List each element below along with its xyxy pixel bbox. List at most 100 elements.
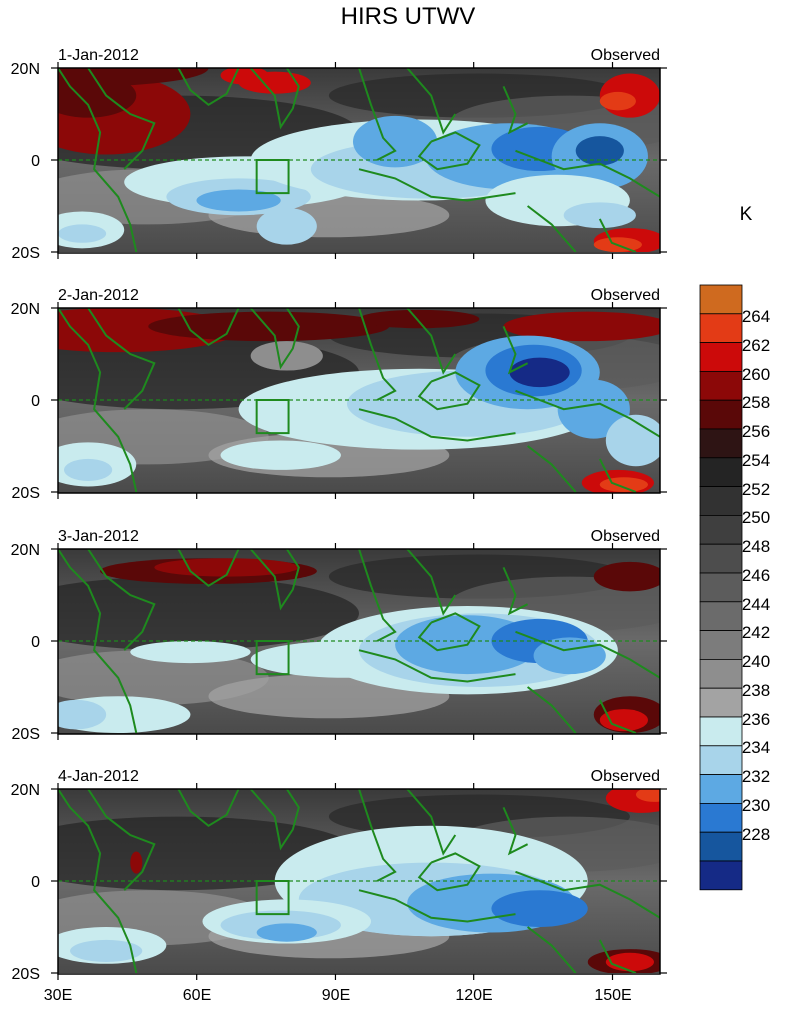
colorbar-swatch (699, 399, 743, 430)
coastline (358, 68, 397, 161)
coastline (58, 789, 138, 973)
coastline (358, 649, 516, 683)
figure-title: HIRS UTWV (341, 3, 476, 30)
colorbar-label: 264 (742, 307, 770, 326)
colorbar-swatch (699, 457, 743, 487)
coastline (177, 308, 240, 347)
contour-region (599, 709, 648, 732)
lat-tick-label: 20N (11, 301, 40, 318)
colorbar-label: 262 (742, 336, 770, 355)
map-panel: 4-Jan-2012 Observed 20N 0 20S (11, 768, 667, 983)
coastline (417, 852, 481, 892)
map-panel: 2-Jan-2012 Observed 20N 0 20S (11, 287, 667, 502)
coastline (526, 686, 577, 734)
colorbar-label: 258 (742, 393, 770, 412)
coastline (515, 149, 660, 198)
lat-tick-label: 20S (12, 966, 40, 983)
panel-date: 4-Jan-2012 (58, 768, 139, 785)
contour-region (509, 357, 570, 388)
contour-region (503, 311, 660, 342)
colorbar-label: 254 (742, 451, 770, 470)
coastline (87, 68, 156, 170)
map-field (58, 789, 660, 973)
region-box (255, 399, 290, 435)
colorbar-swatch (699, 774, 743, 804)
colorbar-label: 256 (742, 422, 770, 441)
contour-region (605, 952, 654, 972)
contour-region (575, 136, 624, 166)
coastline (406, 789, 457, 856)
colorbar-swatch (699, 370, 743, 401)
contour-region (557, 379, 630, 439)
colorbar-swatch (699, 572, 743, 603)
panel-label: Observed (591, 287, 660, 304)
coastline (502, 326, 529, 375)
coastline (406, 549, 457, 616)
lat-tick-label: 20S (12, 485, 40, 502)
colorbar-label: 232 (742, 767, 770, 786)
colorbar-swatch (699, 342, 743, 372)
coastline (358, 549, 397, 642)
coastline (58, 68, 138, 252)
lat-tick-label: 20S (12, 245, 40, 262)
contour-region (491, 890, 588, 927)
lat-tick-label: 20N (11, 61, 40, 78)
colorbar-swatch (699, 428, 743, 459)
coastline (598, 458, 637, 493)
coastline (358, 889, 516, 923)
colorbar-swatch (699, 284, 743, 315)
panel-label: Observed (591, 47, 660, 64)
lat-tick-label: 0 (31, 393, 40, 410)
colorbar: K 264 262 260 258 256 254 252 250 248 24… (699, 204, 770, 891)
colorbar-label: 240 (742, 652, 770, 671)
map-field (58, 549, 660, 734)
region-box (255, 640, 290, 676)
colorbar-label: 228 (742, 825, 770, 844)
contour-region (58, 699, 107, 730)
panel-label: Observed (591, 768, 660, 785)
contour-region (563, 202, 636, 229)
contour-region (250, 341, 323, 371)
panel-date: 3-Jan-2012 (58, 528, 139, 545)
contour-region (599, 477, 648, 493)
contour-region (256, 923, 317, 942)
coastline (358, 308, 397, 401)
contour-region (635, 789, 660, 802)
coastline (526, 205, 577, 252)
colorbar-swatch (699, 313, 743, 343)
coastline (598, 699, 637, 734)
coastline (177, 68, 240, 107)
contour-region (359, 309, 480, 329)
coastline (249, 549, 300, 611)
panel-date: 2-Jan-2012 (58, 287, 139, 304)
lon-tick-label: 60E (183, 987, 211, 1004)
contour-region (148, 311, 390, 342)
coastline (502, 807, 529, 856)
coastline (417, 371, 481, 411)
coastline (358, 789, 397, 882)
coastline (358, 408, 516, 442)
contour-region (130, 641, 251, 664)
coastline (87, 549, 156, 651)
contour-region (64, 458, 113, 481)
map-field (58, 308, 660, 493)
panel-date: 1-Jan-2012 (58, 47, 139, 64)
contour-region (130, 851, 143, 874)
coastline (417, 131, 481, 171)
colorbar-label: 248 (742, 537, 770, 556)
coastline (177, 549, 240, 588)
map-field (58, 68, 660, 252)
coastline (406, 68, 457, 135)
coastline (526, 445, 577, 493)
lon-tick-label: 30E (44, 987, 72, 1004)
colorbar-swatch (699, 860, 743, 891)
coastline (58, 308, 138, 493)
colorbar-swatch (699, 601, 743, 631)
colorbar-label: 252 (742, 480, 770, 499)
coastline (417, 612, 481, 652)
coastline (526, 926, 577, 973)
colorbar-unit: K (740, 204, 753, 225)
lon-tick-label: 90E (322, 987, 350, 1004)
contour-region (220, 440, 341, 470)
